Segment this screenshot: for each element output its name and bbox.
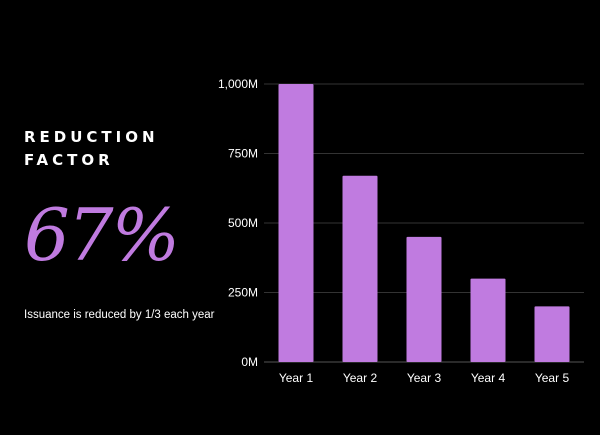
reduction-percentage: 67%	[24, 193, 180, 277]
reduction-caption: Issuance is reduced by 1/3 each year	[24, 309, 215, 321]
y-tick-label: 1,000M	[218, 77, 258, 91]
heading-line-2: FACTOR	[24, 151, 114, 169]
y-tick-label: 250M	[228, 286, 258, 300]
bar-year-3	[406, 236, 442, 362]
x-tick-label: Year 2	[343, 371, 378, 385]
bar-year-5	[534, 306, 570, 362]
x-tick-label: Year 4	[471, 371, 506, 385]
bars	[278, 84, 570, 362]
y-tick-label: 0M	[241, 355, 258, 369]
y-tick-label: 500M	[228, 216, 258, 230]
x-tick-label: Year 3	[407, 371, 442, 385]
summary-panel: REDUCTION FACTOR 67% Issuance is reduced…	[22, 0, 222, 435]
bar-year-1	[278, 84, 314, 362]
bar-year-4	[470, 278, 506, 362]
y-axis-tick-labels: 0M 250M 500M 750M 1,000M	[218, 77, 258, 369]
x-tick-label: Year 5	[535, 371, 570, 385]
y-tick-label: 750M	[228, 147, 258, 161]
bar-year-2	[342, 175, 378, 362]
x-axis-tick-labels: Year 1 Year 2 Year 3 Year 4 Year 5	[279, 371, 570, 385]
x-tick-label: Year 1	[279, 371, 314, 385]
heading-line-1: REDUCTION	[24, 128, 159, 146]
reduction-factor-heading: REDUCTION FACTOR	[24, 126, 214, 172]
